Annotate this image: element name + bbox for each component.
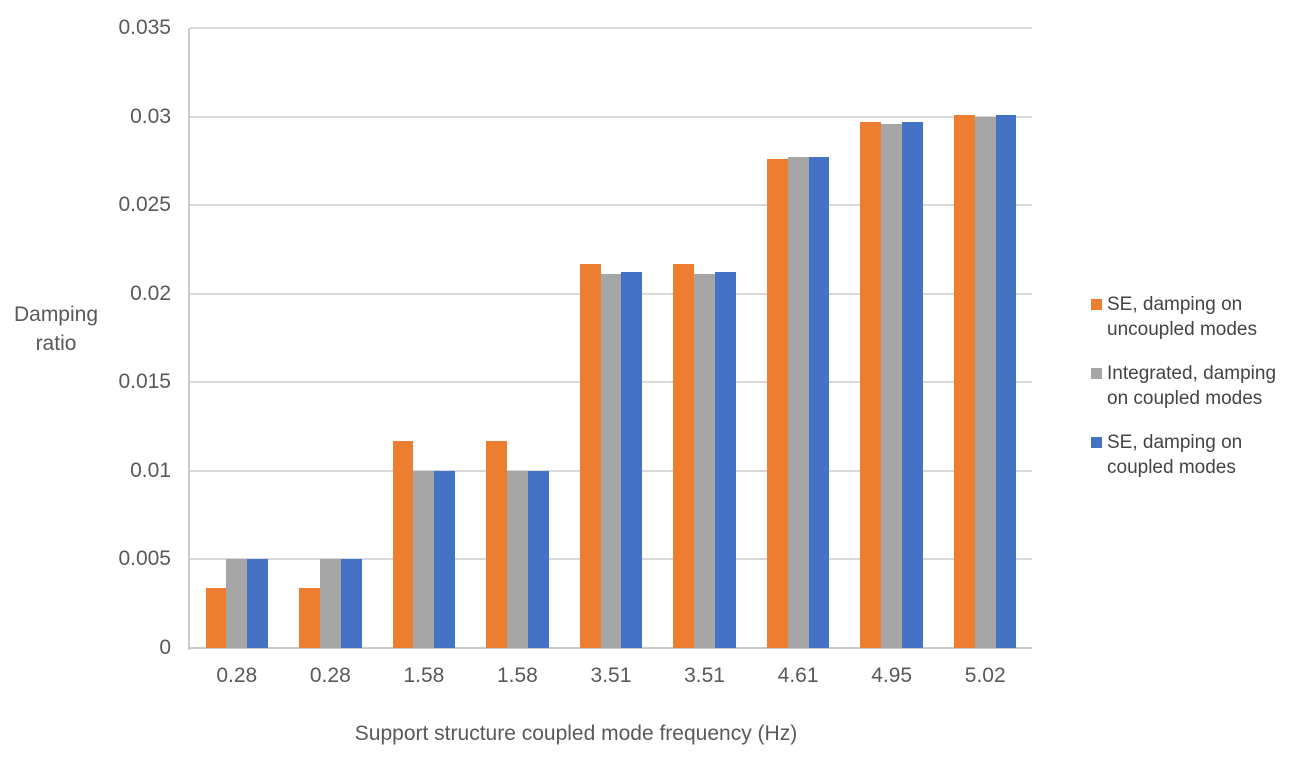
legend-swatch-icon — [1091, 299, 1102, 310]
bar-series1-cat1 — [205, 587, 227, 648]
x-tick-label: 4.61 — [777, 664, 819, 687]
bar-series2-cat1 — [226, 559, 248, 648]
x-tick-label: 5.02 — [964, 664, 1006, 687]
y-tick-label: 0.03 — [130, 104, 171, 128]
bar-series2-cat3 — [413, 470, 435, 648]
bar-series1-cat4 — [486, 440, 508, 648]
legend-swatch-icon — [1091, 437, 1102, 448]
legend-label: SE, damping on uncoupled modes — [1107, 292, 1257, 342]
bar-series1-cat6 — [673, 263, 695, 648]
x-tick-label: 0.28 — [309, 664, 351, 687]
gridline — [190, 115, 1032, 118]
bar-series1-cat3 — [392, 440, 414, 648]
legend-item: Integrated, damping on coupled modes — [1091, 361, 1276, 411]
bar-series3-cat2 — [340, 559, 362, 648]
legend-label-line: Integrated, damping — [1107, 363, 1277, 384]
bar-series1-cat7 — [766, 159, 788, 648]
x-axis-tick-labels: 0.28 0.28 1.58 1.58 3.51 3.51 4.61 4.95 5.02 — [190, 664, 1032, 690]
x-tick-label: 1.58 — [496, 664, 538, 687]
bar-series3-cat4 — [527, 470, 549, 648]
y-axis-title: Damping ratio — [10, 300, 102, 358]
legend-label: Integrated, damping on coupled modes — [1107, 361, 1276, 411]
legend-label-line: SE, damping on — [1107, 432, 1243, 453]
x-tick-label: 4.95 — [871, 664, 913, 687]
y-tick-label: 0.025 — [118, 193, 171, 217]
bar-series2-cat6 — [694, 274, 715, 648]
bar-series3-cat8 — [902, 121, 923, 648]
bar-series2-cat2 — [319, 559, 341, 648]
legend-item: SE, damping on uncoupled modes — [1091, 292, 1276, 342]
y-tick-label: 0.01 — [130, 458, 171, 482]
y-tick-label: 0.035 — [118, 16, 171, 39]
legend-label: SE, damping on coupled modes — [1107, 430, 1242, 480]
x-axis-line — [188, 647, 1032, 649]
legend: SE, damping on uncoupled modes Integrated,… — [1091, 292, 1276, 480]
bar-series2-cat8 — [881, 123, 903, 648]
legend-label-line: SE, damping on — [1107, 294, 1243, 315]
bar-series3-cat6 — [714, 272, 736, 648]
x-tick-label: 0.28 — [216, 664, 258, 687]
bar-series3-cat7 — [808, 157, 830, 648]
bar-series2-cat5 — [600, 274, 622, 648]
gridline — [190, 27, 1032, 29]
legend-label-line: coupled modes — [1107, 457, 1236, 478]
plot-area — [188, 27, 1032, 650]
x-tick-label: 3.51 — [684, 664, 725, 687]
bar-series3-cat9 — [995, 114, 1017, 648]
y-tick-label: 0.015 — [118, 370, 171, 394]
bar-series2-cat4 — [507, 470, 528, 648]
gridline — [190, 204, 1032, 207]
y-axis-tick-labels: 0 0.005 0.01 0.015 0.02 0.025 0.03 0.035 — [0, 16, 171, 659]
bar-series3-cat1 — [247, 559, 268, 648]
y-tick-label: 0.005 — [118, 547, 171, 571]
bar-series3-cat5 — [621, 272, 643, 648]
bar-series1-cat8 — [860, 121, 882, 648]
y-tick-label: 0.02 — [130, 281, 171, 305]
bar-series1-cat2 — [299, 587, 320, 648]
y-axis-line — [188, 28, 190, 650]
bar-series3-cat3 — [434, 470, 456, 648]
y-tick-label: 0 — [159, 636, 171, 659]
legend-swatch-icon — [1091, 368, 1102, 379]
bar-series1-cat9 — [954, 114, 975, 648]
y-axis-title-line2: ratio — [35, 332, 77, 355]
bar-series2-cat7 — [787, 157, 809, 648]
x-tick-label: 3.51 — [590, 664, 632, 687]
x-axis-title: Support structure coupled mode frequency… — [354, 722, 798, 745]
legend-item: SE, damping on coupled modes — [1091, 430, 1276, 480]
x-tick-label: 1.58 — [403, 664, 445, 687]
bar-series1-cat5 — [579, 263, 601, 648]
legend-label-line: uncoupled modes — [1107, 319, 1257, 340]
legend-label-line: on coupled modes — [1107, 388, 1263, 409]
bar-series2-cat9 — [974, 116, 996, 648]
y-axis-title-line1: Damping — [13, 303, 99, 326]
